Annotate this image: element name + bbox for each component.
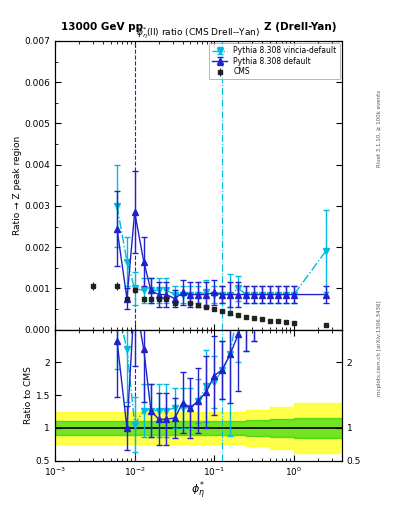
Y-axis label: Ratio to CMS: Ratio to CMS: [24, 366, 33, 424]
Y-axis label: Ratio → Z peak region: Ratio → Z peak region: [13, 136, 22, 235]
Text: Rivet 3.1.10, ≥ 100k events: Rivet 3.1.10, ≥ 100k events: [377, 90, 382, 166]
Title: $\dot{\phi}^{*}_{\eta}$(ll) ratio (CMS Drell--Yan): $\dot{\phi}^{*}_{\eta}$(ll) ratio (CMS D…: [136, 24, 261, 41]
Text: Z (Drell-Yan): Z (Drell-Yan): [264, 22, 336, 32]
Legend: Pythia 8.308 vincia-default, Pythia 8.308 default, CMS: Pythia 8.308 vincia-default, Pythia 8.30…: [209, 43, 340, 79]
Text: 13000 GeV pp: 13000 GeV pp: [61, 22, 143, 32]
Text: mcplots.cern.ch [arXiv:1306.3436]: mcplots.cern.ch [arXiv:1306.3436]: [377, 301, 382, 396]
X-axis label: $\phi^{*}_{\eta}$: $\phi^{*}_{\eta}$: [191, 479, 206, 502]
